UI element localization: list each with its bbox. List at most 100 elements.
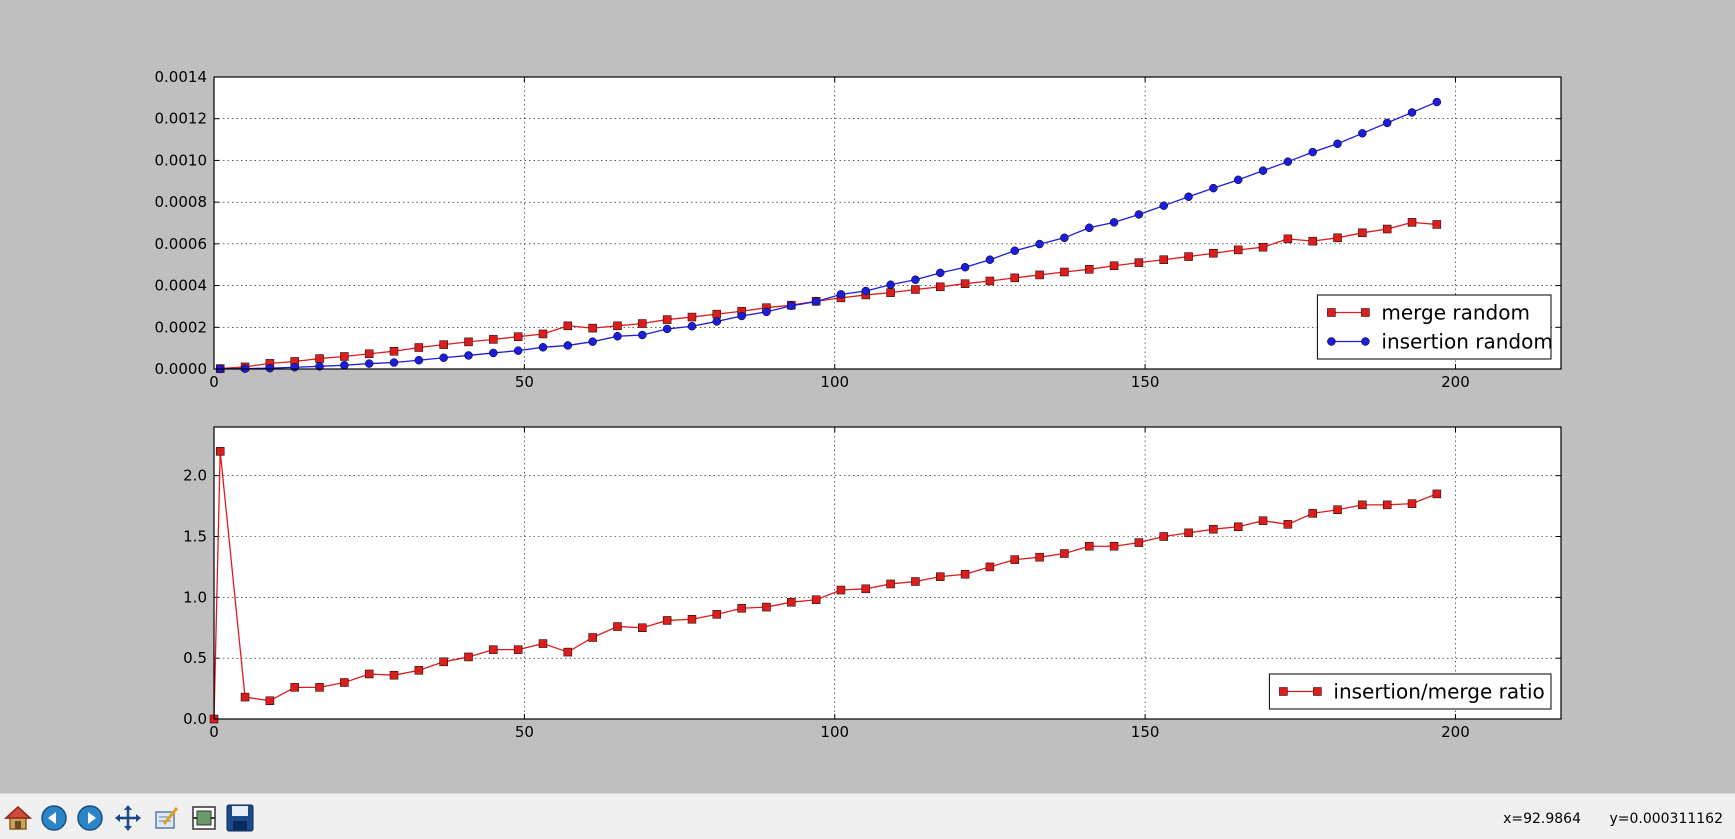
- configure-subplots-button[interactable]: [188, 802, 220, 834]
- pan-button[interactable]: [112, 802, 144, 834]
- data-point: [1407, 108, 1417, 117]
- data-point: [315, 683, 324, 692]
- y-tick-label: 0.0000: [155, 360, 208, 378]
- data-point: [1258, 242, 1268, 252]
- data-point: [215, 447, 225, 456]
- data-point: [588, 633, 597, 642]
- data-point: [1308, 509, 1317, 518]
- x-tick-label: 200: [1441, 373, 1470, 391]
- data-point: [1308, 147, 1317, 157]
- data-point: [1283, 520, 1293, 529]
- data-point: [960, 569, 970, 579]
- data-point: [811, 595, 821, 605]
- data-point: [737, 311, 746, 321]
- data-point: [737, 604, 746, 613]
- y-tick-label: 0.0012: [155, 110, 208, 128]
- data-point: [1084, 265, 1094, 274]
- y-tick-label: 0.5: [183, 649, 207, 667]
- data-point: [1382, 118, 1392, 128]
- data-point: [936, 268, 945, 278]
- data-point: [489, 335, 498, 344]
- data-point: [489, 348, 498, 358]
- data-point: [712, 309, 722, 319]
- axes-background: [214, 427, 1561, 719]
- y-tick-label: 0.0008: [155, 193, 208, 211]
- data-point: [340, 360, 349, 370]
- x-tick-label: 150: [1131, 723, 1160, 741]
- data-point: [414, 343, 424, 352]
- data-point: [1184, 252, 1193, 261]
- data-point: [1258, 516, 1268, 525]
- data-point: [489, 645, 498, 654]
- data-point: [886, 280, 895, 289]
- data-point: [861, 584, 871, 594]
- x-tick-label: 100: [820, 373, 849, 391]
- subplot-1: 0 50 100 150 200 0.0000 0.0002 0.0004 0.0006 0.00…: [155, 68, 1562, 391]
- back-icon: [41, 805, 67, 831]
- legend-marker: [1279, 687, 1288, 696]
- data-point: [538, 343, 548, 352]
- data-point: [1134, 258, 1144, 267]
- data-point: [538, 329, 548, 339]
- data-point: [364, 669, 374, 679]
- save-button[interactable]: [224, 802, 256, 834]
- data-point: [861, 286, 871, 296]
- data-point: [613, 321, 622, 331]
- axes-frame: [213, 426, 1562, 720]
- data-point: [340, 352, 349, 361]
- data-point: [290, 683, 299, 692]
- data-point: [1209, 248, 1218, 258]
- configure-subplots-icon: [192, 806, 216, 830]
- data-point: [563, 647, 573, 657]
- data-point: [240, 692, 250, 702]
- data-point: [1035, 239, 1044, 249]
- data-point: [1209, 524, 1218, 534]
- data-point: [1209, 183, 1218, 193]
- data-point: [1333, 233, 1342, 243]
- forward-button[interactable]: [74, 802, 106, 834]
- data-point: [513, 346, 523, 355]
- data-point: [464, 337, 473, 347]
- legend-label: merge random: [1381, 301, 1530, 325]
- data-point: [985, 276, 995, 286]
- figure-canvas[interactable]: 0 50 100 150 200 0.0000 0.0002 0.0004 0.0006 0.00…: [0, 0, 1735, 793]
- data-point: [936, 282, 945, 292]
- data-point: [662, 315, 672, 324]
- legend-label: insertion random: [1381, 330, 1552, 354]
- data-point: [563, 341, 573, 350]
- data-point: [1159, 255, 1168, 264]
- x-tick-label: 0: [209, 723, 219, 741]
- x-coordinate-readout: x=92.9864: [1503, 811, 1581, 827]
- legend-marker: [1361, 308, 1370, 317]
- data-point: [1060, 267, 1069, 277]
- y-tick-label: 0.0: [183, 710, 207, 728]
- x-tick-label: 0: [209, 373, 219, 391]
- legend-box: [1316, 294, 1552, 360]
- x-tick-label: 50: [515, 373, 534, 391]
- y-tick-label: 1.5: [183, 528, 207, 546]
- data-point: [1035, 552, 1044, 562]
- plot-area: 0 50 100 150 2000.00000.00020.00040.00060.00…: [155, 68, 1562, 741]
- home-button[interactable]: [2, 802, 34, 834]
- data-point: [662, 616, 672, 625]
- data-point: [1258, 166, 1268, 175]
- zoom-button[interactable]: [150, 802, 182, 834]
- data-point: [1084, 541, 1094, 551]
- legend-marker: [1313, 687, 1322, 696]
- x-tick-label: 50: [515, 723, 534, 741]
- legend: merge random insertion random: [1316, 294, 1553, 360]
- data-point: [563, 321, 573, 331]
- back-button[interactable]: [38, 802, 70, 834]
- y-tick-label: 2.0: [183, 467, 207, 485]
- data-point: [911, 577, 920, 586]
- data-point: [315, 362, 324, 371]
- data-point: [389, 358, 399, 367]
- data-point: [1358, 500, 1367, 510]
- data-point: [1184, 192, 1193, 201]
- data-point: [985, 562, 995, 572]
- data-point: [1432, 97, 1442, 107]
- data-point: [1382, 500, 1392, 510]
- data-point: [886, 288, 895, 297]
- data-point: [464, 351, 473, 360]
- data-point: [1184, 528, 1193, 538]
